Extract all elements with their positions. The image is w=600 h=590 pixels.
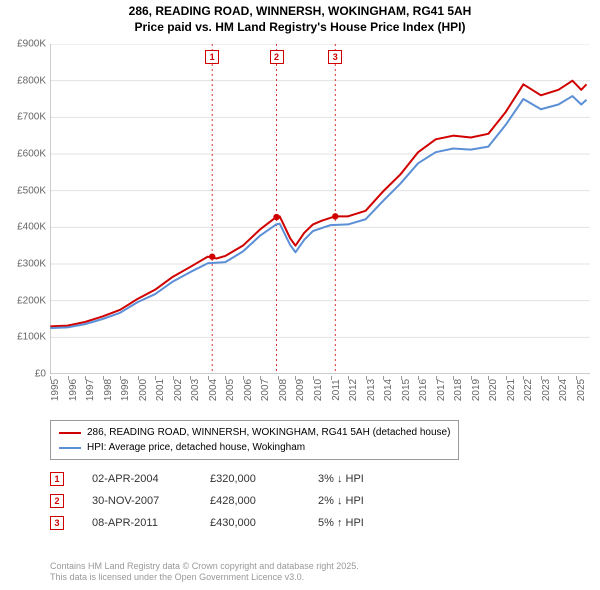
- footer-line2: This data is licensed under the Open Gov…: [50, 572, 359, 584]
- transaction-badge: 2: [50, 494, 64, 508]
- legend-swatch: [59, 432, 81, 434]
- title-line2: Price paid vs. HM Land Registry's House …: [0, 20, 600, 36]
- x-tick-label: 2000: [138, 379, 149, 401]
- x-tick-label: 2013: [366, 379, 377, 401]
- y-tick-label: £500K: [17, 185, 46, 196]
- x-tick-label: 2025: [576, 379, 587, 401]
- x-tick-label: 1998: [103, 379, 114, 401]
- x-tick-label: 2009: [295, 379, 306, 401]
- x-tick-label: 2024: [558, 379, 569, 401]
- transaction-row: 3 08-APR-2011 £430,000 5% ↑ HPI: [50, 512, 398, 534]
- x-tick-label: 2016: [418, 379, 429, 401]
- x-tick-label: 2011: [331, 379, 342, 401]
- x-tick-label: 2021: [506, 379, 517, 401]
- x-tick-label: 2002: [173, 379, 184, 401]
- transaction-date: 02-APR-2004: [92, 473, 182, 485]
- x-tick-label: 2008: [278, 379, 289, 401]
- legend-item: HPI: Average price, detached house, Woki…: [59, 440, 450, 455]
- x-tick-label: 2020: [488, 379, 499, 401]
- chart-marker-badge: 1: [205, 50, 219, 64]
- footer-line1: Contains HM Land Registry data © Crown c…: [50, 561, 359, 573]
- y-tick-label: £900K: [17, 39, 46, 50]
- x-tick-label: 2007: [260, 379, 271, 401]
- y-tick-label: £200K: [17, 295, 46, 306]
- x-tick-label: 2017: [436, 379, 447, 401]
- x-axis: 1995 1996 1997 1998 1999 2000 2001 2002 2003 2004…: [50, 376, 590, 416]
- x-tick-label: 2010: [313, 379, 324, 401]
- x-tick-label: 2019: [471, 379, 482, 401]
- transactions-table: 1 02-APR-2004 £320,000 3% ↓ HPI 2 30-NOV-2007…: [50, 468, 398, 534]
- x-tick-label: 2015: [401, 379, 412, 401]
- legend: 286, READING ROAD, WINNERSH, WOKINGHAM, …: [50, 420, 459, 460]
- transaction-badge: 3: [50, 516, 64, 530]
- transaction-date: 30-NOV-2007: [92, 495, 182, 507]
- transaction-price: £320,000: [210, 473, 290, 485]
- transaction-price: £430,000: [210, 517, 290, 529]
- legend-label: HPI: Average price, detached house, Woki…: [87, 440, 305, 455]
- x-tick-label: 2022: [523, 379, 534, 401]
- chart-title: 286, READING ROAD, WINNERSH, WOKINGHAM, …: [0, 0, 600, 35]
- x-tick-label: 1996: [68, 379, 79, 401]
- x-tick-label: 2001: [155, 379, 166, 401]
- x-tick-label: 1995: [50, 379, 61, 401]
- x-tick-label: 2003: [190, 379, 201, 401]
- transaction-diff: 5% ↑ HPI: [318, 517, 398, 529]
- transaction-diff: 2% ↓ HPI: [318, 495, 398, 507]
- chart-marker-badge: 3: [328, 50, 342, 64]
- legend-label: 286, READING ROAD, WINNERSH, WOKINGHAM, …: [87, 425, 450, 440]
- y-tick-label: £300K: [17, 259, 46, 270]
- y-tick-label: £800K: [17, 75, 46, 86]
- transaction-price: £428,000: [210, 495, 290, 507]
- x-tick-label: 2014: [383, 379, 394, 401]
- y-tick-label: £0: [35, 369, 46, 380]
- y-tick-label: £700K: [17, 112, 46, 123]
- transaction-row: 1 02-APR-2004 £320,000 3% ↓ HPI: [50, 468, 398, 490]
- x-tick-label: 2023: [541, 379, 552, 401]
- transaction-badge: 1: [50, 472, 64, 486]
- x-tick-label: 1999: [120, 379, 131, 401]
- footer-attribution: Contains HM Land Registry data © Crown c…: [50, 561, 359, 584]
- x-tick-label: 2004: [208, 379, 219, 401]
- transaction-date: 08-APR-2011: [92, 517, 182, 529]
- y-tick-label: £400K: [17, 222, 46, 233]
- transaction-row: 2 30-NOV-2007 £428,000 2% ↓ HPI: [50, 490, 398, 512]
- legend-swatch: [59, 447, 81, 449]
- x-tick-label: 2005: [225, 379, 236, 401]
- x-tick-label: 2012: [348, 379, 359, 401]
- y-tick-label: £100K: [17, 332, 46, 343]
- chart-marker-badge: 2: [270, 50, 284, 64]
- transaction-diff: 3% ↓ HPI: [318, 473, 398, 485]
- y-axis: £0£100K£200K£300K£400K£500K£600K£700K£80…: [0, 44, 50, 374]
- title-line1: 286, READING ROAD, WINNERSH, WOKINGHAM, …: [0, 4, 600, 20]
- x-tick-label: 2006: [243, 379, 254, 401]
- y-tick-label: £600K: [17, 149, 46, 160]
- x-tick-label: 1997: [85, 379, 96, 401]
- x-tick-label: 2018: [453, 379, 464, 401]
- chart-plot: [50, 44, 590, 374]
- legend-item: 286, READING ROAD, WINNERSH, WOKINGHAM, …: [59, 425, 450, 440]
